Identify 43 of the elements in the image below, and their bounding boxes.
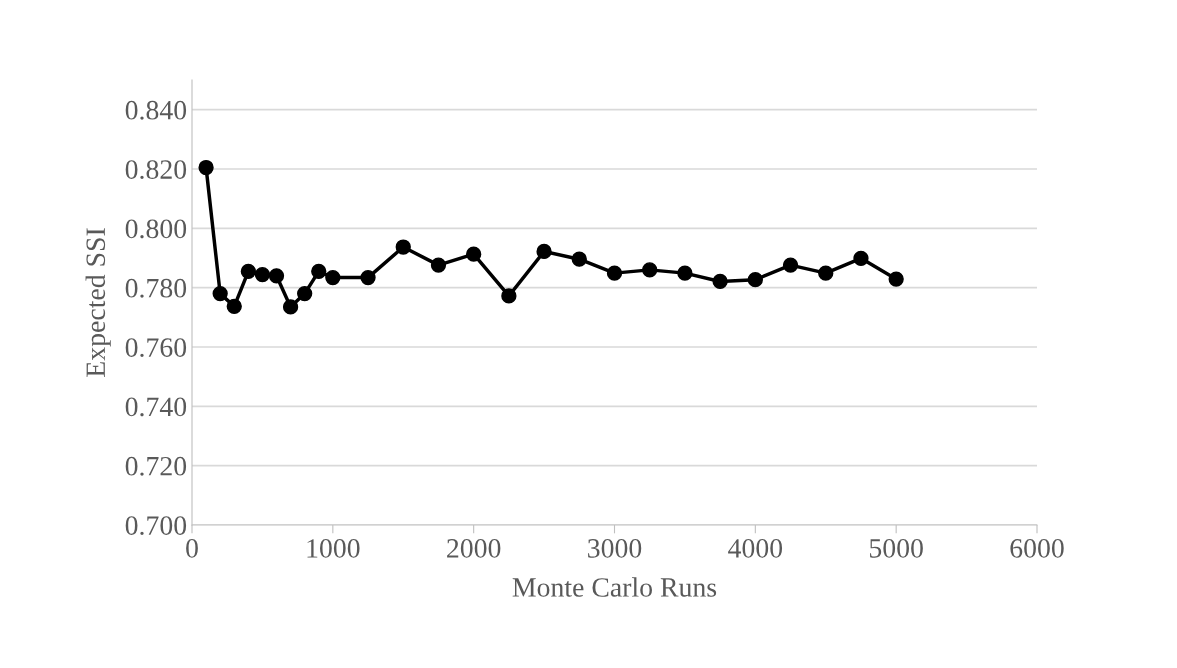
point xyxy=(297,285,313,302)
point xyxy=(501,288,517,304)
x-tick-label: 0 xyxy=(186,539,198,558)
point xyxy=(240,263,256,279)
point xyxy=(311,263,327,279)
x-tick-label: 5000 xyxy=(870,539,923,558)
point xyxy=(606,265,623,281)
y-tick-label: 0.820 xyxy=(125,160,187,180)
y-tick-label: 0.760 xyxy=(125,338,187,358)
y-tick-label: 0.720 xyxy=(125,456,187,476)
point xyxy=(888,271,904,287)
point xyxy=(198,159,214,176)
point xyxy=(853,250,869,266)
point xyxy=(466,246,482,262)
point xyxy=(712,273,728,290)
y-tick-label: 0.740 xyxy=(125,397,187,417)
x-tick-label: 4000 xyxy=(728,539,783,558)
point xyxy=(747,272,763,288)
point xyxy=(818,265,834,281)
y-tick-label: 0.840 xyxy=(125,100,187,120)
point xyxy=(395,239,411,255)
point xyxy=(571,251,587,267)
point xyxy=(268,268,285,284)
point xyxy=(282,299,299,315)
y-tick-label: 0.700 xyxy=(125,516,187,536)
point xyxy=(430,257,447,273)
x-tick-label: 6000 xyxy=(1010,539,1064,558)
point xyxy=(212,285,228,302)
point xyxy=(360,269,376,286)
point xyxy=(536,243,552,260)
x-tick-label: 2000 xyxy=(447,539,501,558)
point xyxy=(642,262,658,278)
x-axis-title: Monte Carlo Runs xyxy=(512,577,717,597)
point xyxy=(226,298,242,314)
point xyxy=(782,257,799,273)
point xyxy=(254,266,271,283)
y-tick-label: 0.800 xyxy=(125,219,187,239)
y-axis-title: Expected SSI xyxy=(85,228,111,377)
y-tick-label: 0.780 xyxy=(125,278,187,298)
point xyxy=(677,265,693,281)
x-tick-label: 1000 xyxy=(307,539,360,558)
x-tick-label: 3000 xyxy=(588,539,642,558)
point xyxy=(325,269,341,286)
